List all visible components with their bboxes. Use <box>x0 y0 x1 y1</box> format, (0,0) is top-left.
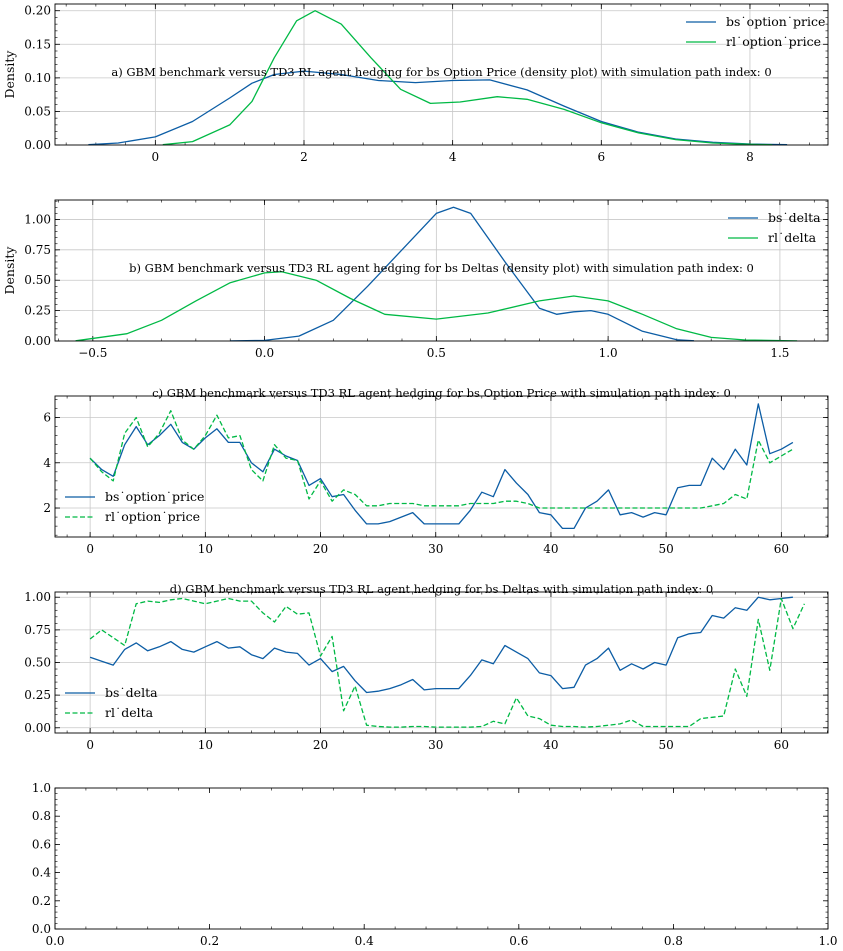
legend: bs˙option˙price rl˙option˙price <box>686 14 825 49</box>
series-line-rl˙option˙price <box>89 410 794 509</box>
y-tick-label: 2 <box>43 501 51 515</box>
axes-frame <box>54 591 829 734</box>
y-tick-label: 0.6 <box>32 837 51 851</box>
y-tick-label: 0.8 <box>32 809 51 823</box>
legend-label: rl˙option˙price <box>726 34 821 49</box>
chart-panel-1: −0.5 0.0 0.5 1.0 1.5 0.00 0.25 0.50 0.75 1.00 b) G… <box>2 199 829 360</box>
x-tick-label: 1.5 <box>770 346 789 360</box>
x-tick-label: 2 <box>300 150 308 164</box>
x-tick-label: 6 <box>597 150 605 164</box>
legend-label: bs˙delta <box>768 210 821 225</box>
series-line-rl˙delta <box>89 597 805 728</box>
legend-label: rl˙delta <box>768 230 817 245</box>
x-tick-label: 0.6 <box>509 934 528 948</box>
series-line-bs˙option˙price <box>89 403 794 530</box>
y-tick-label: 0.20 <box>24 4 51 18</box>
series-line-rl˙option˙price <box>162 10 773 146</box>
x-tick-label: 0.4 <box>355 934 374 948</box>
legend-label: bs˙option˙price <box>105 489 204 504</box>
chart-title: b) GBM benchmark versus TD3 RL agent hed… <box>129 261 754 275</box>
x-tick-label: 8 <box>746 150 754 164</box>
y-tick-label: 0.50 <box>24 273 51 287</box>
y-tick-label: 0.15 <box>24 37 51 51</box>
x-tick-label: 20 <box>313 542 328 556</box>
y-tick-label: 0.75 <box>24 623 51 637</box>
x-tick-label: 10 <box>198 738 213 752</box>
axes-frame <box>54 3 829 146</box>
y-tick-label: 0.25 <box>24 304 51 318</box>
y-tick-label: 0.4 <box>32 866 51 880</box>
chart-title: a) GBM benchmark versus TD3 RL agent hed… <box>111 65 771 79</box>
y-tick-label: 0.0 <box>32 922 51 936</box>
y-tick-label: 6 <box>43 411 51 425</box>
x-tick-label: 30 <box>428 542 443 556</box>
y-tick-label: 0.00 <box>24 138 51 152</box>
legend-label: bs˙delta <box>105 685 158 700</box>
x-tick-label: 50 <box>659 542 674 556</box>
x-tick-label: 0 <box>86 542 94 556</box>
y-tick-label: 0.75 <box>24 243 51 257</box>
chart-panel-3: 0 10 20 30 40 50 60 0.00 0.25 0.50 0.75 1.00 d) GBM … <box>24 582 829 752</box>
legend: bs˙delta rl˙delta <box>65 685 158 720</box>
x-tick-label: 60 <box>774 738 789 752</box>
x-tick-label: 0.2 <box>200 934 219 948</box>
legend: bs˙option˙price rl˙option˙price <box>65 489 204 524</box>
legend-label: bs˙option˙price <box>726 14 825 29</box>
x-tick-label: 50 <box>659 738 674 752</box>
x-tick-label: 1.0 <box>818 934 837 948</box>
axes-frame <box>54 395 829 538</box>
y-axis-label: Density <box>2 246 17 295</box>
y-tick-label: 1.00 <box>24 212 51 226</box>
axes-frame <box>54 787 829 930</box>
legend: bs˙delta rl˙delta <box>728 210 821 245</box>
x-tick-label: 10 <box>198 542 213 556</box>
chart-title: d) GBM benchmark versus TD3 RL agent hed… <box>170 582 714 596</box>
chart-panel-4: 0.0 0.2 0.4 0.6 0.8 1.0 0.0 0.2 0.4 0.6 0.8 1.0 <box>32 781 838 948</box>
y-axis-label: Density <box>2 50 17 99</box>
legend-label: rl˙delta <box>105 705 154 720</box>
y-tick-label: 0.00 <box>24 721 51 735</box>
x-tick-label: 20 <box>313 738 328 752</box>
x-tick-label: 0.0 <box>45 934 64 948</box>
series-line-bs˙delta <box>89 596 793 694</box>
y-tick-label: 0.50 <box>24 656 51 670</box>
x-tick-label: 0 <box>152 150 160 164</box>
axes-frame <box>54 199 829 342</box>
series-line-rl˙delta <box>75 271 798 342</box>
x-tick-label: 40 <box>543 738 558 752</box>
series-line-bs˙option˙price <box>88 70 788 146</box>
y-tick-label: 0.00 <box>24 334 51 348</box>
y-tick-label: 1.00 <box>24 590 51 604</box>
y-tick-label: 0.05 <box>24 104 51 118</box>
legend-label: rl˙option˙price <box>105 509 200 524</box>
series-line-bs˙delta <box>230 206 695 342</box>
x-tick-label: 0.5 <box>427 346 446 360</box>
x-tick-label: 4 <box>449 150 457 164</box>
x-tick-label: 0.0 <box>255 346 274 360</box>
x-tick-label: 0.8 <box>664 934 683 948</box>
y-tick-label: 0.2 <box>32 894 51 908</box>
chart-panel-2: 0 10 20 30 40 50 60 2 4 6 c) GBM benchmark versus … <box>43 386 829 556</box>
chart-panel-0: 0 2 4 6 8 0.00 0.05 0.10 0.15 0.20 a) GBM benchmar… <box>2 3 829 164</box>
x-tick-label: 40 <box>543 542 558 556</box>
y-tick-label: 4 <box>43 456 51 470</box>
y-tick-label: 0.10 <box>24 71 51 85</box>
x-tick-label: −0.5 <box>78 346 107 360</box>
x-tick-label: 1.0 <box>599 346 618 360</box>
chart-title: c) GBM benchmark versus TD3 RL agent hed… <box>152 386 731 400</box>
x-tick-label: 30 <box>428 738 443 752</box>
y-tick-label: 1.0 <box>32 781 51 795</box>
x-tick-label: 0 <box>86 738 94 752</box>
x-tick-label: 60 <box>774 542 789 556</box>
y-tick-label: 0.25 <box>24 688 51 702</box>
